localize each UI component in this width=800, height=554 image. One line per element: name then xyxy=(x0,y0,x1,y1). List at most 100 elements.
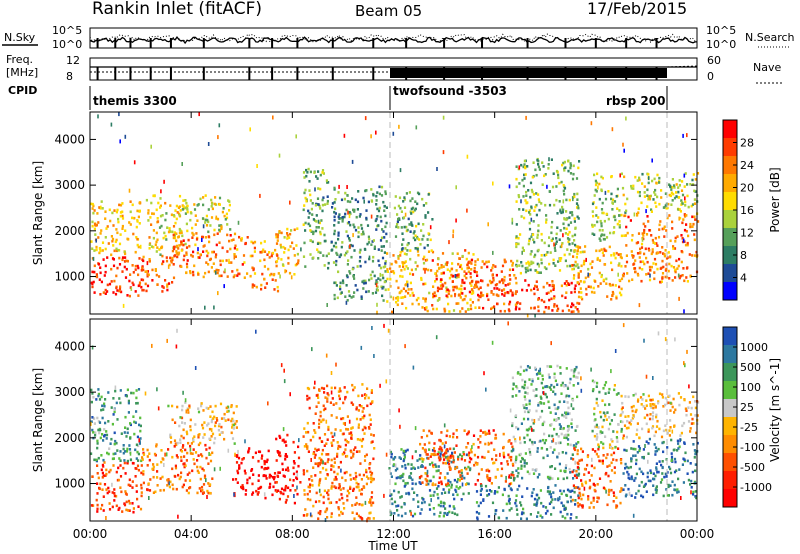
vel-cells-cell-649 xyxy=(284,453,287,456)
power-cells-cell-2426 xyxy=(223,284,225,289)
power-cells-cell-492 xyxy=(204,194,207,197)
power-cells-cell-2362 xyxy=(572,197,574,202)
power-cells-cell-710 xyxy=(302,223,305,226)
power-cells-cell-519 xyxy=(189,218,192,222)
power-cells-cell-817 xyxy=(381,294,384,298)
vel-cells-cell-1663 xyxy=(556,364,559,368)
power-cells-cell-540 xyxy=(205,214,208,218)
power-cells-cell-495 xyxy=(225,216,229,220)
vel-cells-cell-1847 xyxy=(536,450,539,453)
vel-cells-cell-2328 xyxy=(624,395,627,398)
power-cells-cell-321 xyxy=(164,218,167,222)
power-cells-cell-1103 xyxy=(452,309,456,312)
power-cells-cell-1109 xyxy=(399,251,402,254)
power-cells-cell-780 xyxy=(381,256,385,260)
vel-cells-cell-689 xyxy=(349,485,352,489)
vel-cells-cell-19 xyxy=(101,476,104,479)
power-cells-cell-1283 xyxy=(403,225,406,229)
vel-cells-cell-2013 xyxy=(592,506,595,509)
power-cells-cell-156 xyxy=(101,241,105,244)
power-cells-cell-1731 xyxy=(565,218,568,221)
power-cells-cell-1083 xyxy=(466,301,469,305)
power-cells-cell-494 xyxy=(209,224,212,227)
vel-cells-cell-2105 xyxy=(661,472,664,475)
vel-cells-cell-1474 xyxy=(574,503,577,506)
power-cells-cell-525 xyxy=(229,228,232,231)
power-cells-cell-412 xyxy=(234,244,237,248)
vel-cells-cell-544 xyxy=(257,459,260,463)
power-cells-cell-458 xyxy=(226,250,229,253)
power-cells-cell-1673 xyxy=(544,203,547,207)
power-cells-cell-2360 xyxy=(278,153,281,158)
vel-cells-cell-158 xyxy=(113,431,116,435)
power-cells-cell-1563 xyxy=(560,180,563,184)
power-cells-cell-897 xyxy=(385,221,388,225)
power-cells-cell-1838 xyxy=(579,250,582,254)
power-cells-cell-1390 xyxy=(504,284,507,287)
vel-cells-cell-520 xyxy=(251,491,255,494)
vel-cells-cell-403 xyxy=(216,419,219,422)
power-cells-cell-256 xyxy=(175,239,178,243)
power-cells-cell-2363 xyxy=(128,188,131,193)
power-cells-cell-1917 xyxy=(573,250,576,253)
vel-cells-cell-1720 xyxy=(547,373,550,376)
vel-cells-cell-2319 xyxy=(621,410,624,414)
power-cells-cell-2075 xyxy=(628,279,631,283)
power-cells-cell-1485 xyxy=(552,286,555,290)
vel-cells-cell-217 xyxy=(115,401,118,405)
vel-cells-cell-261 xyxy=(146,464,149,467)
vel-cells-cell-1457 xyxy=(486,494,489,497)
power-cells-cell-2011 xyxy=(605,212,608,216)
vel-cells-cell-1744 xyxy=(541,378,544,381)
vel-cells-cell-119 xyxy=(116,418,119,421)
vel-cells-cell-1523 xyxy=(537,496,541,500)
vel-cells-cell-1213 xyxy=(411,482,414,485)
vel-cells-cell-1647 xyxy=(570,422,573,425)
power-cells-cell-2175 xyxy=(663,252,666,256)
power-cells-cell-972 xyxy=(358,215,361,218)
vel-cells-cell-293 xyxy=(189,444,192,448)
vel-cells-cell-1937 xyxy=(588,506,591,509)
vel-cells-cell-209 xyxy=(99,428,102,432)
power-cells-cell-1212 xyxy=(408,191,411,194)
power-cells-cell-2065 xyxy=(637,232,641,235)
vel-cells-cell-580 xyxy=(241,484,244,487)
vel-cells-cell-45 xyxy=(134,467,137,470)
vel-cells-cell-2233 xyxy=(647,442,650,445)
power-cells-cell-1762 xyxy=(575,202,579,205)
power-cells-cell-336 xyxy=(156,246,159,249)
vel-cells-cell-533 xyxy=(264,474,267,478)
vel-cells-cell-1699 xyxy=(575,442,578,446)
power-cells-cell-1073 xyxy=(458,287,461,291)
power-cells-cell-1055 xyxy=(386,252,389,255)
power-cells-cell-1915 xyxy=(581,297,584,301)
power-cells-cell-1235 xyxy=(406,249,409,252)
vel-cells-cell-4 xyxy=(102,474,105,478)
power-cells-cell-505 xyxy=(211,207,214,211)
vel-cells-cell-779 xyxy=(355,496,358,499)
power-cells-cell-309 xyxy=(178,244,181,247)
vel-cells-cell-1020 xyxy=(368,427,371,430)
vel-cells-cell-136 xyxy=(133,420,136,424)
power-cells-cell-1561 xyxy=(572,267,575,271)
cpid-label: CPID xyxy=(8,84,37,97)
power-cells-cell-276 xyxy=(156,238,159,242)
vel-cells-cell-1198 xyxy=(447,491,450,494)
vel-cells-cell-44 xyxy=(137,505,140,508)
vel-cells-cell-1279 xyxy=(490,441,493,445)
vel-cells-cell-918 xyxy=(322,404,325,408)
power-cells-cell-457 xyxy=(208,240,211,244)
power-cells-cell-1456 xyxy=(576,301,579,305)
power-cells-cell-1749 xyxy=(563,226,566,230)
power-cells-cell-196 xyxy=(161,290,164,293)
power-cells-cell-2345 xyxy=(656,173,659,177)
vel-cells-cell-1551 xyxy=(518,484,521,488)
power-cells-cell-2437 xyxy=(625,116,627,121)
vel-cells-cell-1376 xyxy=(476,463,479,466)
vel-cells-cell-1244 xyxy=(428,463,432,466)
vel-cells-cell-1136 xyxy=(444,507,447,510)
power-cells-cell-598 xyxy=(251,254,254,258)
vel-cells-cell-1603 xyxy=(558,462,561,466)
power-cells-cell-2314 xyxy=(671,199,674,202)
power-cells-cell-745 xyxy=(302,208,305,212)
